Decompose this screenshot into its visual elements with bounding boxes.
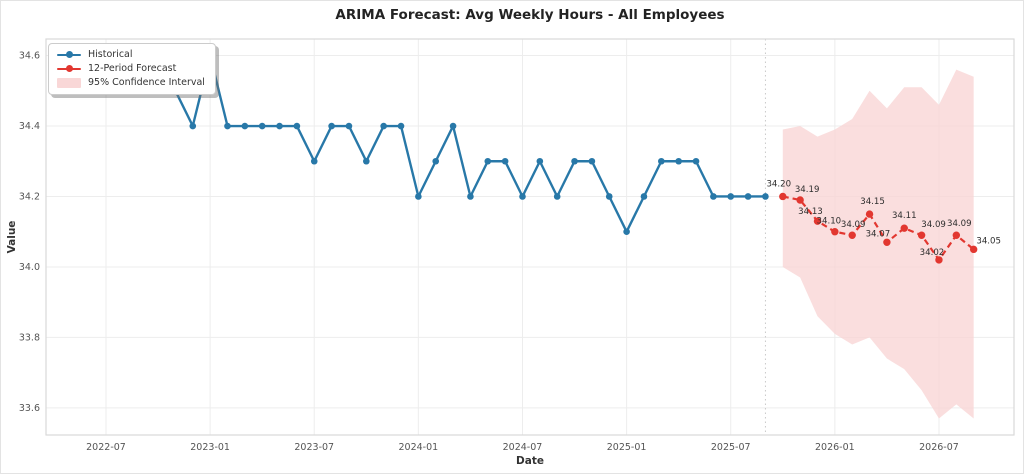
x-axis-tick-label: 2023-01 <box>190 442 230 453</box>
y-axis-tick-label: 34.4 <box>19 121 40 132</box>
x-axis-tick-label: 2022-07 <box>86 442 126 453</box>
confidence-band <box>782 69 974 419</box>
forecast-point-label: 34.05 <box>976 236 1001 246</box>
historical-data-point <box>519 193 526 200</box>
forecast-point-label: 34.07 <box>866 229 891 239</box>
historical-data-point <box>241 122 249 130</box>
chart-title: ARIMA Forecast: Avg Weekly Hours - All E… <box>335 7 725 23</box>
historical-data-point <box>571 157 578 165</box>
forecast-data-point <box>779 192 787 201</box>
historical-data-point <box>276 122 283 130</box>
forecast-point-label: 34.09 <box>841 220 866 230</box>
historical-data-point <box>623 228 630 236</box>
legend-label-historical: Historical <box>88 49 133 60</box>
historical-data-point <box>449 122 457 130</box>
legend-item-confidence-interval: 95% Confidence Interval <box>57 77 205 88</box>
x-axis-tick-label: 2025-07 <box>711 442 751 453</box>
forecast-point-label: 34.02 <box>920 248 945 258</box>
historical-line-swatch-icon <box>57 50 81 60</box>
y-axis-tick-label: 33.6 <box>19 403 40 414</box>
legend-item-historical: Historical <box>57 49 205 60</box>
historical-data-point <box>432 157 440 165</box>
historical-data-point <box>380 122 387 130</box>
historical-data-point <box>415 193 422 200</box>
forecast-data-point <box>917 231 926 239</box>
legend: Historical 12-Period Forecast 95% Confid… <box>48 43 216 95</box>
legend-label-forecast: 12-Period Forecast <box>88 63 177 74</box>
historical-data-point <box>727 193 735 200</box>
forecast-data-point <box>969 245 978 254</box>
historical-data-point <box>553 193 561 200</box>
historical-data-point <box>710 193 717 200</box>
forecast-data-point <box>831 228 839 236</box>
historical-data-point <box>762 193 769 200</box>
forecast-point-label: 34.09 <box>921 220 946 230</box>
historical-data-point <box>536 157 544 165</box>
forecast-point-label: 34.19 <box>795 185 820 195</box>
forecast-data-point <box>848 231 856 239</box>
historical-data-point <box>293 122 301 130</box>
forecast-point-label: 34.13 <box>798 207 823 217</box>
forecast-point-label: 34.09 <box>947 219 972 229</box>
y-axis-tick-label: 34.2 <box>19 191 40 202</box>
x-axis-tick-label: 2024-01 <box>399 442 439 453</box>
historical-data-point <box>658 157 665 165</box>
forecast-point-label: 34.20 <box>766 179 791 189</box>
historical-data-point <box>588 157 596 165</box>
x-axis-tick-label: 2026-07 <box>919 442 959 453</box>
historical-data-point <box>310 157 318 165</box>
forecast-data-point <box>900 224 908 232</box>
x-axis-label: Date <box>516 455 544 467</box>
axes-spines <box>45 38 1015 436</box>
historical-data-point <box>744 193 752 200</box>
forecast-data-point <box>952 231 961 239</box>
y-axis-label: Value <box>6 221 18 254</box>
forecast-series-line <box>782 195 975 262</box>
historical-data-point <box>328 122 335 130</box>
forecast-point-label: 34.15 <box>860 197 885 207</box>
historical-data-point <box>501 157 509 165</box>
historical-data-point <box>605 193 613 200</box>
historical-data-point <box>189 122 197 130</box>
legend-label-confidence-interval: 95% Confidence Interval <box>88 77 205 88</box>
historical-data-point <box>363 157 370 165</box>
historical-data-point <box>692 157 700 165</box>
historical-data-point <box>640 193 648 200</box>
historical-data-point <box>484 157 492 165</box>
x-axis-tick-label: 2023-07 <box>294 442 334 453</box>
historical-data-point <box>224 122 231 130</box>
forecast-line-swatch-icon <box>57 64 81 74</box>
x-axis-tick-label: 2024-07 <box>503 442 543 453</box>
x-axis-tick-label: 2025-01 <box>607 442 647 453</box>
forecast-data-point <box>935 256 943 264</box>
forecast-data-point <box>796 196 804 204</box>
forecast-data-point <box>813 217 822 225</box>
forecast-data-point <box>883 238 891 246</box>
y-axis-tick-label: 34.6 <box>19 51 40 62</box>
forecast-data-point <box>865 210 874 218</box>
y-axis-tick-label: 33.8 <box>19 332 40 343</box>
forecast-point-label: 34.11 <box>892 211 917 221</box>
confidence-interval-swatch-icon <box>57 77 81 88</box>
x-axis-tick-label: 2026-01 <box>815 442 855 453</box>
historical-data-point <box>675 157 682 165</box>
historical-data-point <box>467 193 474 200</box>
legend-item-forecast: 12-Period Forecast <box>57 63 205 74</box>
forecast-point-label: 34.10 <box>817 217 842 227</box>
historical-data-point <box>397 122 405 130</box>
historical-data-point <box>345 122 353 130</box>
historical-data-point <box>258 122 266 130</box>
y-axis-tick-label: 34.0 <box>19 262 40 273</box>
